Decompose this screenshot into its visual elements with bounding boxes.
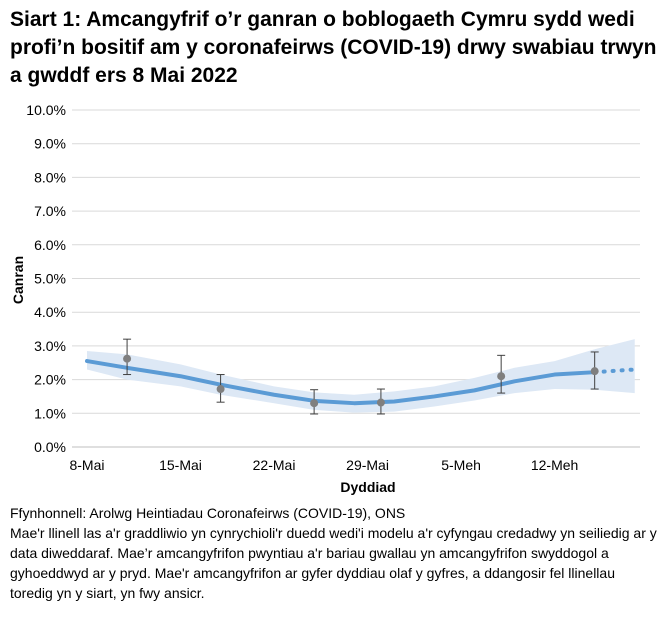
provisional-trend-line <box>592 367 637 375</box>
chart-svg: 0.0% 1.0% 2.0% 3.0% 4.0% 5.0% 6.0% 7.0% 8.0% 9.0%… <box>10 102 640 495</box>
x-axis-label: Dyddiad <box>340 479 395 495</box>
y-tick-label: 1.0% <box>34 405 66 421</box>
modelled-trend-line <box>85 359 597 406</box>
y-tick-label: 3.0% <box>34 338 66 354</box>
x-tick-label: 5-Meh <box>441 457 481 473</box>
y-tick-label: 10.0% <box>26 102 66 118</box>
y-tick-label: 6.0% <box>34 237 66 253</box>
official-estimate-point <box>216 385 225 394</box>
official-estimate-point <box>310 399 319 408</box>
y-tick-label: 2.0% <box>34 372 66 388</box>
y-tick-label: 5.0% <box>34 271 66 287</box>
official-estimate-point <box>497 372 506 381</box>
official-estimate-point <box>376 398 385 407</box>
x-tick-label: 22-Mai <box>253 457 296 473</box>
provisional-interval-band <box>594 339 635 394</box>
explanation-note: Mae'r llinell las a'r graddliwio yn cynr… <box>10 525 657 601</box>
x-tick-label: 12-Meh <box>531 457 578 473</box>
y-axis-label: Canran <box>10 256 26 304</box>
chart-notes: Ffynhonnell: Arolwg Heintiadau Coronafei… <box>10 503 660 603</box>
chart-title: Siart 1: Amcangyfrif o’r ganran o boblog… <box>10 8 657 87</box>
x-tick-label: 8-Mai <box>69 457 104 473</box>
x-tick-label: 29-Mai <box>346 457 389 473</box>
source-note: Ffynhonnell: Arolwg Heintiadau Coronafei… <box>10 505 406 521</box>
official-estimate-point <box>123 354 132 363</box>
y-tick-label: 7.0% <box>34 203 66 219</box>
y-tick-label: 8.0% <box>34 169 66 185</box>
credible-interval-band <box>87 349 595 413</box>
y-tick-label: 9.0% <box>34 136 66 152</box>
y-tick-label: 4.0% <box>34 304 66 320</box>
x-tick-label: 15-Mai <box>159 457 202 473</box>
official-estimate-point <box>590 367 599 376</box>
y-tick-label: 0.0% <box>34 439 66 455</box>
